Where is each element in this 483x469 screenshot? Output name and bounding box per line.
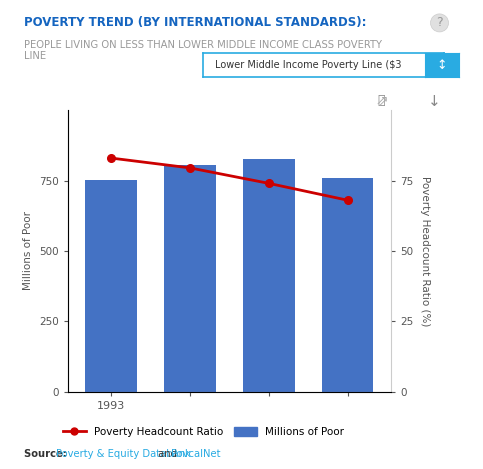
Y-axis label: Millions of Poor: Millions of Poor bbox=[23, 212, 33, 290]
Text: PovcalNet: PovcalNet bbox=[171, 449, 220, 459]
Text: POVERTY TREND (BY INTERNATIONAL STANDARDS):: POVERTY TREND (BY INTERNATIONAL STANDARD… bbox=[24, 16, 367, 30]
Bar bbox=[164, 165, 215, 392]
Text: Poverty & Equity Databank: Poverty & Equity Databank bbox=[56, 449, 190, 459]
Text: ⇗: ⇗ bbox=[375, 94, 388, 109]
Text: ?: ? bbox=[436, 16, 443, 30]
Text: and: and bbox=[155, 449, 180, 459]
Text: ↕: ↕ bbox=[437, 59, 447, 72]
Bar bbox=[243, 159, 295, 392]
Text: ⯈: ⯈ bbox=[378, 94, 385, 107]
Legend: Poverty Headcount Ratio, Millions of Poor: Poverty Headcount Ratio, Millions of Poo… bbox=[59, 423, 348, 441]
Text: Source:: Source: bbox=[24, 449, 71, 459]
Bar bbox=[85, 180, 137, 392]
Text: Lower Middle Income Poverty Line ($3: Lower Middle Income Poverty Line ($3 bbox=[215, 60, 401, 70]
Y-axis label: Poverty Headcount Ratio (%): Poverty Headcount Ratio (%) bbox=[420, 176, 430, 326]
Bar bbox=[322, 178, 373, 392]
Text: PEOPLE LIVING ON LESS THAN LOWER MIDDLE INCOME CLASS POVERTY
LINE: PEOPLE LIVING ON LESS THAN LOWER MIDDLE … bbox=[24, 40, 382, 61]
Text: ↓: ↓ bbox=[428, 94, 441, 109]
